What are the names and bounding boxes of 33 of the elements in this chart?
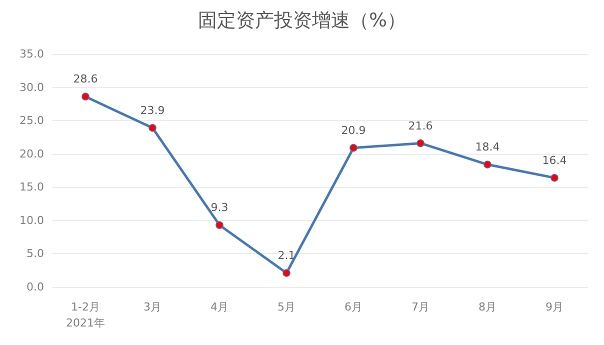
point [484,160,492,168]
x-tick-label: 7月 [412,300,430,314]
y-tick-label: 0.0 [26,280,44,294]
x-tick-label: 8月 [478,300,496,314]
x-tick-label: 6月 [344,300,362,314]
y-tick-label: 35.0 [20,48,44,60]
point [82,92,90,101]
y-tick-label: 25.0 [20,114,44,128]
chart-title: 固定资产投资增速（%） [198,10,406,32]
point [216,221,224,229]
point [350,144,358,152]
data-label: 28.6 [73,72,98,86]
data-label: 16.4 [542,154,567,167]
x-tick-label: 1-2月 2021年 [66,300,105,330]
data-label: 9.3 [210,201,228,214]
y-tick-label: 10.0 [20,214,44,227]
data-label: 23.9 [140,104,165,117]
y-tick-label: 20.0 [20,147,44,160]
x-tick-label: 5月 [278,300,296,314]
point [416,139,424,148]
point [550,174,558,182]
x-tick-label: 4月 [210,300,228,314]
data-label: 21.6 [408,119,433,132]
x-tick-label: 9月 [546,300,564,314]
y-tick-label: 15.0 [20,180,44,194]
point [282,269,290,277]
point [148,124,156,132]
x-tick-label: 3月 [144,300,162,314]
y-tick-label: 5.0 [26,247,44,260]
data-label: 18.4 [475,140,500,154]
y-tick-label: 30.0 [20,80,44,94]
data-label: 20.9 [341,124,366,137]
data-label: 2.1 [278,249,296,262]
